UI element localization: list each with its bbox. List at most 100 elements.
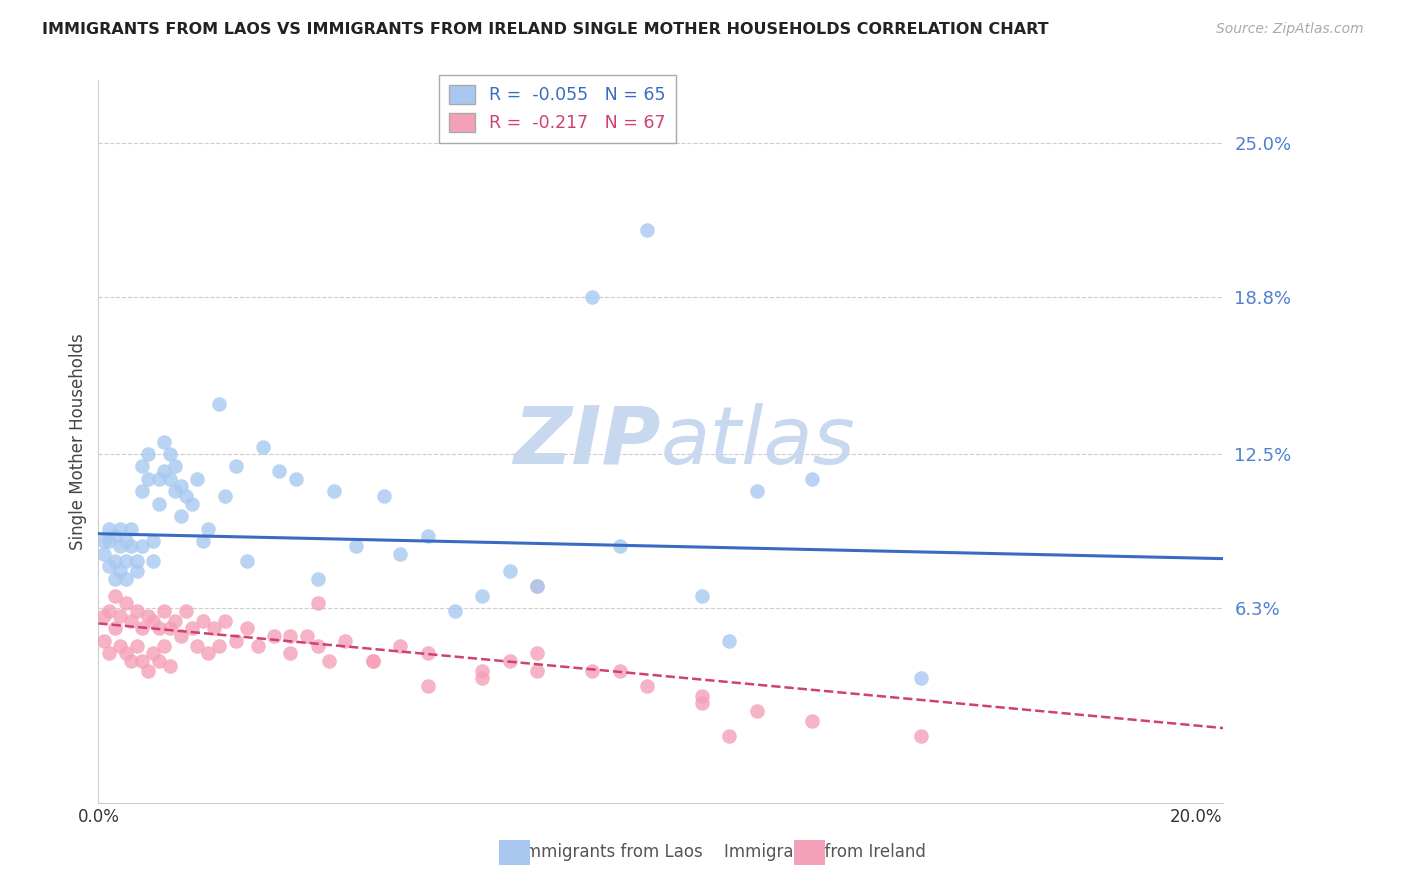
Point — [104, 572, 127, 586]
Point — [131, 621, 153, 635]
Point — [214, 489, 236, 503]
Point — [718, 729, 741, 743]
Point — [225, 459, 247, 474]
Point — [690, 589, 713, 603]
Text: Immigrants from Ireland: Immigrants from Ireland — [703, 843, 927, 861]
Point — [131, 484, 153, 499]
Legend: R =  -0.055   N = 65, R =  -0.217   N = 67: R = -0.055 N = 65, R = -0.217 N = 67 — [439, 75, 676, 143]
Point — [208, 397, 231, 411]
Point — [235, 621, 257, 635]
Point — [307, 639, 329, 653]
Point — [142, 614, 165, 628]
Point — [280, 646, 302, 660]
Point — [120, 522, 142, 536]
Point — [499, 564, 522, 578]
Point — [170, 629, 193, 643]
Point — [609, 664, 631, 678]
Point — [191, 534, 214, 549]
Point — [307, 572, 329, 586]
Point — [910, 729, 932, 743]
Point — [153, 465, 176, 479]
Point — [186, 472, 208, 486]
Point — [120, 539, 142, 553]
Point — [307, 597, 329, 611]
Point — [214, 614, 236, 628]
Point — [609, 539, 631, 553]
Point — [136, 472, 159, 486]
Point — [373, 489, 395, 503]
Point — [98, 522, 121, 536]
Point — [526, 646, 548, 660]
Point — [98, 604, 121, 618]
Point — [148, 654, 170, 668]
Point — [416, 529, 439, 543]
Point — [690, 696, 713, 710]
Text: atlas: atlas — [661, 402, 856, 481]
Point — [131, 539, 153, 553]
Text: Immigrants from Laos: Immigrants from Laos — [520, 843, 703, 861]
Point — [110, 564, 132, 578]
Point — [499, 654, 522, 668]
Point — [246, 639, 269, 653]
Point — [93, 609, 115, 624]
Point — [800, 472, 823, 486]
Point — [526, 579, 548, 593]
Point — [142, 554, 165, 568]
Point — [416, 679, 439, 693]
Point — [115, 646, 138, 660]
Point — [471, 589, 494, 603]
Point — [526, 664, 548, 678]
Point — [197, 646, 219, 660]
Point — [170, 509, 193, 524]
Point — [581, 290, 603, 304]
Text: IMMIGRANTS FROM LAOS VS IMMIGRANTS FROM IRELAND SINGLE MOTHER HOUSEHOLDS CORRELA: IMMIGRANTS FROM LAOS VS IMMIGRANTS FROM … — [42, 22, 1049, 37]
Point — [93, 534, 115, 549]
Point — [174, 489, 197, 503]
Point — [165, 459, 187, 474]
Point — [148, 621, 170, 635]
Point — [745, 704, 768, 718]
Point — [389, 639, 412, 653]
Point — [335, 633, 357, 648]
Point — [389, 547, 412, 561]
Point — [690, 689, 713, 703]
Point — [180, 621, 202, 635]
Point — [344, 539, 367, 553]
Point — [98, 534, 121, 549]
Point — [718, 633, 741, 648]
Point — [225, 633, 247, 648]
Point — [142, 534, 165, 549]
Point — [471, 664, 494, 678]
Point — [444, 604, 467, 618]
Point — [284, 472, 307, 486]
Point — [148, 497, 170, 511]
Point — [115, 597, 138, 611]
Point — [636, 679, 658, 693]
Point — [191, 614, 214, 628]
Point — [104, 554, 127, 568]
Point — [159, 472, 181, 486]
Point — [110, 639, 132, 653]
Point — [104, 621, 127, 635]
Point — [295, 629, 318, 643]
Point — [110, 609, 132, 624]
Point — [471, 671, 494, 685]
Point — [153, 639, 176, 653]
Point — [526, 579, 548, 593]
Text: ZIP: ZIP — [513, 402, 661, 481]
Point — [131, 459, 153, 474]
Point — [361, 654, 384, 668]
Point — [180, 497, 202, 511]
Point — [115, 534, 138, 549]
Point — [125, 564, 148, 578]
Point — [110, 522, 132, 536]
Point — [159, 621, 181, 635]
Point — [416, 646, 439, 660]
Point — [581, 664, 603, 678]
Point — [174, 604, 197, 618]
Text: Source: ZipAtlas.com: Source: ZipAtlas.com — [1216, 22, 1364, 37]
Point — [142, 646, 165, 660]
Point — [269, 465, 291, 479]
Point — [235, 554, 257, 568]
Point — [280, 629, 302, 643]
